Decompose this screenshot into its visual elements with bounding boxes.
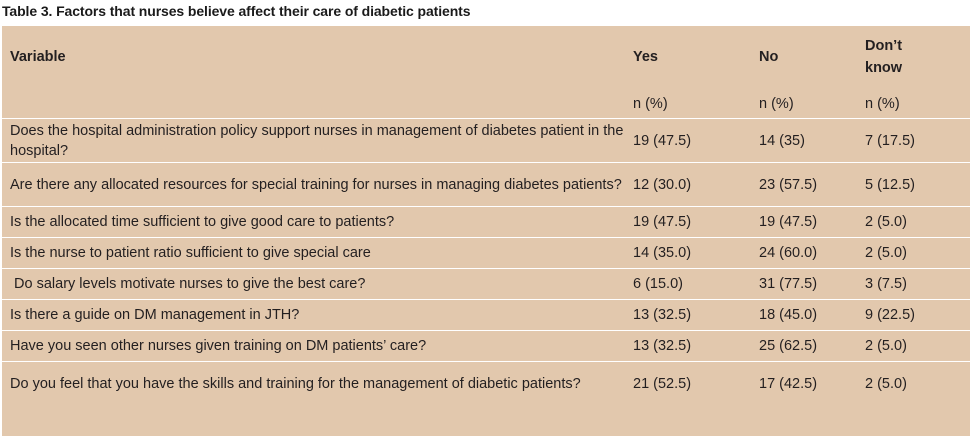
- column-header-dont-know-line2: know: [865, 60, 903, 76]
- cell-dont-know: 2 (5.0): [865, 338, 907, 354]
- cell-variable: Do salary levels motivate nurses to give…: [10, 276, 366, 292]
- cell-dont-know: 2 (5.0): [865, 375, 907, 392]
- cell-variable: Do you feel that you have the skills and…: [10, 375, 581, 392]
- table-row: Is the allocated time sufficient to give…: [2, 207, 970, 238]
- cell-variable: Is there a guide on DM management in JTH…: [10, 307, 300, 323]
- cell-variable: Does the hospital administration policy …: [10, 122, 624, 159]
- table-row: Do salary levels motivate nurses to give…: [2, 269, 970, 300]
- cell-yes: 14 (35.0): [633, 245, 692, 261]
- cell-no: 19 (47.5): [759, 214, 818, 230]
- column-header-yes: Yes: [633, 49, 658, 65]
- cell-no: 17 (42.5): [759, 375, 818, 392]
- cell-dont-know: 5 (12.5): [865, 176, 915, 193]
- cell-no: 23 (57.5): [759, 176, 818, 193]
- cell-variable: Have you seen other nurses given trainin…: [10, 338, 427, 354]
- table-row: Is the nurse to patient ratio sufficient…: [2, 238, 970, 269]
- cell-no: 31 (77.5): [759, 276, 818, 292]
- unit-cell-yes: n (%): [633, 96, 668, 112]
- cell-no: 25 (62.5): [759, 338, 818, 354]
- column-header-variable: Variable: [10, 49, 66, 65]
- table-row: Does the hospital administration policy …: [2, 119, 970, 163]
- cell-variable: Is the nurse to patient ratio sufficient…: [10, 245, 371, 261]
- column-header-dont-know: Don’t know: [859, 26, 970, 88]
- unit-cell-dont-know: n (%): [865, 96, 900, 112]
- cell-yes: 19 (47.5): [633, 214, 692, 230]
- cell-yes: 6 (15.0): [633, 276, 683, 292]
- column-header-dont-know-line1: Don’t: [865, 38, 903, 54]
- table-row: Is there a guide on DM management in JTH…: [2, 300, 970, 331]
- table-row: Do you feel that you have the skills and…: [2, 362, 970, 406]
- cell-yes: 19 (47.5): [633, 132, 692, 149]
- cell-yes: 12 (30.0): [633, 176, 692, 193]
- unit-cell-variable: [2, 88, 627, 119]
- cell-yes: 13 (32.5): [633, 338, 692, 354]
- cell-no: 14 (35): [759, 132, 805, 149]
- cell-yes: 13 (32.5): [633, 307, 692, 323]
- cell-no: 24 (60.0): [759, 245, 818, 261]
- cell-yes: 21 (52.5): [633, 375, 692, 392]
- cell-dont-know: 2 (5.0): [865, 214, 907, 230]
- table-row: Are there any allocated resources for sp…: [2, 163, 970, 207]
- column-header-no: No: [759, 49, 779, 65]
- cell-dont-know: 9 (22.5): [865, 307, 915, 323]
- table-row: Have you seen other nurses given trainin…: [2, 331, 970, 362]
- cell-variable: Is the allocated time sufficient to give…: [10, 214, 395, 230]
- cell-dont-know: 7 (17.5): [865, 132, 915, 149]
- cell-dont-know: 3 (7.5): [865, 276, 907, 292]
- unit-cell-no: n (%): [759, 96, 794, 112]
- data-table: Variable Yes No Don’t know n (%) n (%) n…: [2, 26, 970, 436]
- units-row: n (%) n (%) n (%): [2, 88, 970, 119]
- cell-no: 18 (45.0): [759, 307, 818, 323]
- header-row: Variable Yes No Don’t know: [2, 26, 970, 88]
- cell-dont-know: 2 (5.0): [865, 245, 907, 261]
- table-caption: Table 3. Factors that nurses believe aff…: [2, 3, 471, 19]
- cell-variable: Are there any allocated resources for sp…: [10, 176, 622, 193]
